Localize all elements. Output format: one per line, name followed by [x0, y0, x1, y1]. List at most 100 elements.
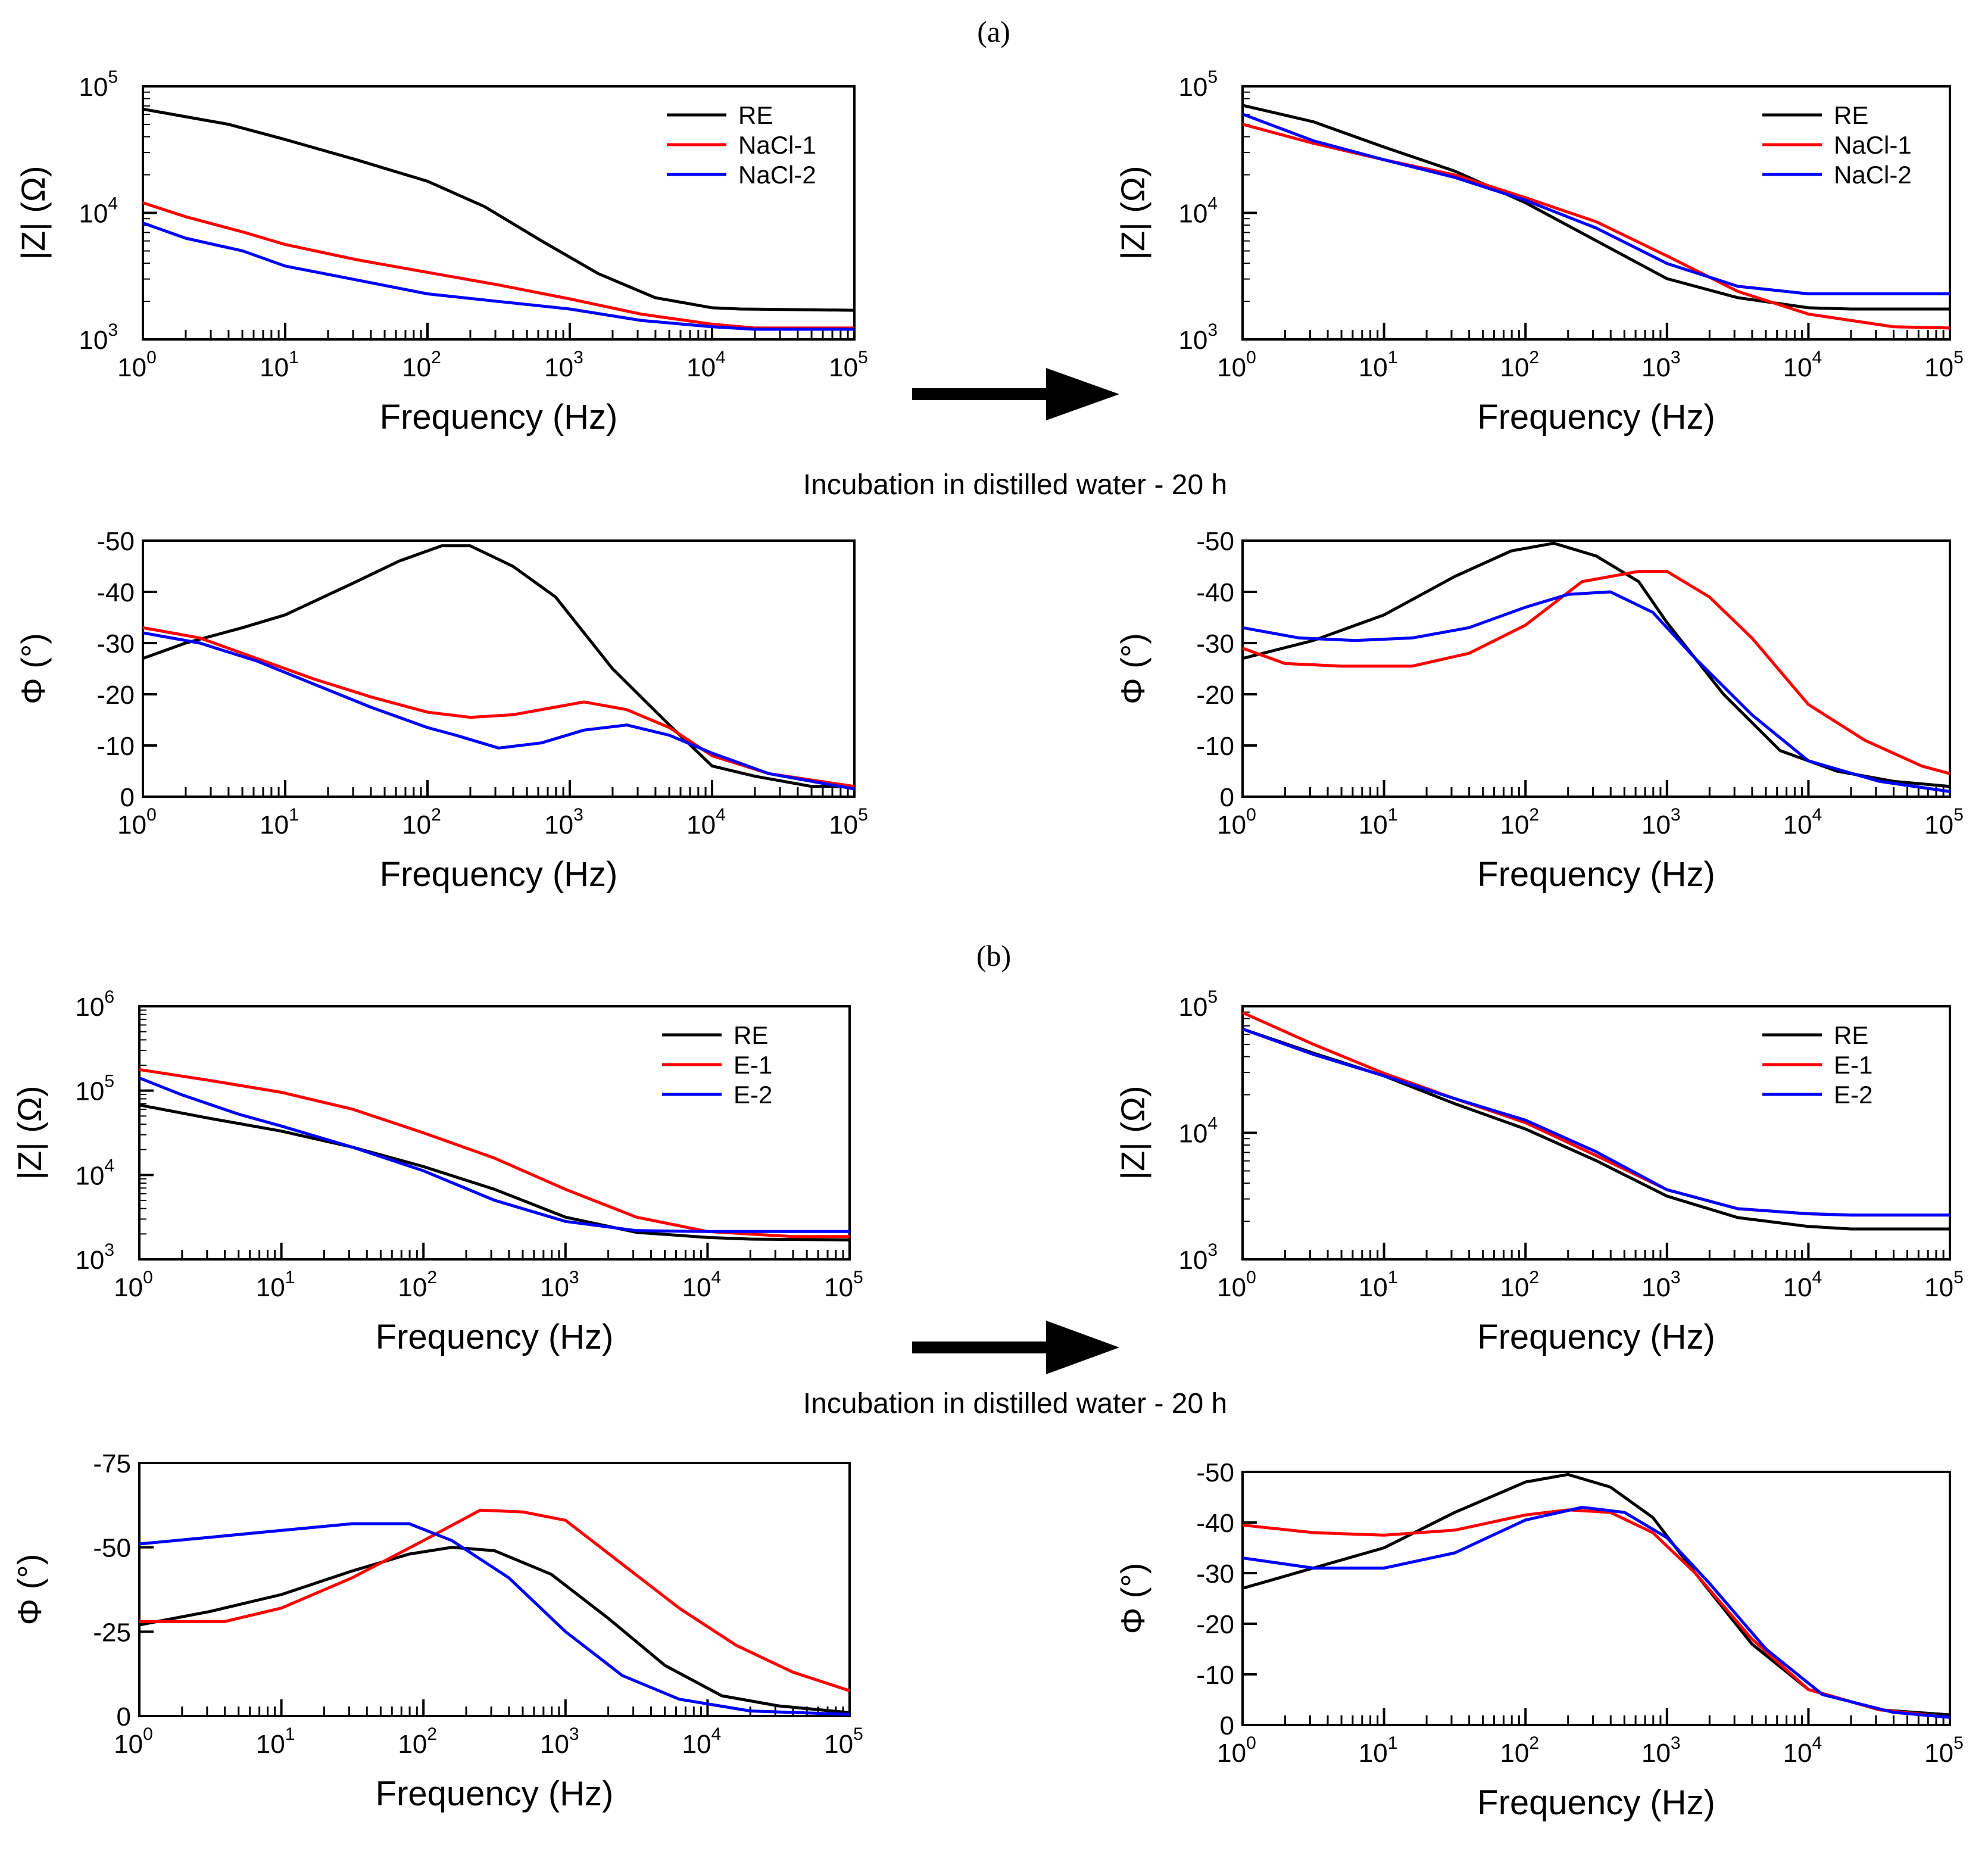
x-tick-label: 103: [544, 348, 583, 382]
series-line-e-1: [139, 1068, 850, 1238]
y-tick-exponent: 5: [108, 67, 118, 87]
x-tick-label: 102: [398, 1724, 437, 1759]
arrow-b-caption: Incubation in distilled water - 20 h: [803, 1388, 1227, 1420]
series-line-nacl-2: [1242, 590, 1950, 793]
x-tick-label: 100: [117, 348, 157, 382]
x-tick-exponent: 2: [431, 348, 441, 367]
x-tick-label: 102: [1500, 1268, 1539, 1302]
y-tick-label: -25: [93, 1618, 131, 1647]
plot-frame: [138, 1005, 851, 1261]
x-tick-exponent: 4: [711, 1268, 722, 1287]
y-tick-label: -40: [1196, 1509, 1234, 1538]
y-tick-exponent: 5: [1207, 67, 1218, 87]
x-tick-label: 102: [398, 1268, 437, 1302]
series-line-e-2: [1242, 1506, 1950, 1719]
y-axis-label: |Z| (Ω): [1114, 1085, 1151, 1180]
x-tick-exponent: 1: [289, 805, 299, 825]
y-axis-label: Φ (°): [1114, 633, 1151, 704]
x-tick-exponent: 3: [573, 805, 583, 825]
y-tick-label: 105: [1178, 987, 1218, 1022]
plot-frame: [1241, 539, 1951, 798]
x-axis-label: Frequency (Hz): [380, 398, 618, 436]
x-tick-exponent: 0: [143, 1268, 153, 1287]
y-tick-exponent: 3: [108, 320, 118, 340]
y-tick-label: -30: [96, 629, 135, 659]
y-tick-exponent: 3: [104, 1240, 114, 1260]
series-line-re: [139, 1546, 850, 1714]
x-tick-exponent: 0: [143, 1724, 153, 1744]
x-axis-label: Frequency (Hz): [376, 1774, 614, 1813]
series-line-re: [142, 544, 854, 788]
y-tick-label: 105: [79, 67, 118, 102]
x-tick-label: 103: [1641, 348, 1681, 382]
y-tick-label: -40: [1196, 578, 1234, 607]
legend-label-e-1: E-1: [1834, 1051, 1872, 1079]
y-tick-label: -50: [1196, 527, 1234, 556]
x-tick-exponent: 5: [1953, 1268, 1964, 1287]
y-tick-label: 0: [120, 783, 135, 812]
y-tick-label: -30: [1196, 1559, 1234, 1589]
y-tick-label: 0: [1220, 783, 1234, 812]
x-tick-exponent: 4: [711, 1724, 722, 1744]
plot-frame: [138, 1462, 851, 1717]
x-tick-exponent: 5: [853, 1724, 863, 1744]
legend-label-e-1: E-1: [734, 1051, 772, 1079]
x-tick-label: 101: [1359, 1733, 1398, 1768]
x-tick-label: 102: [402, 348, 441, 382]
x-tick-exponent: 3: [1671, 805, 1681, 825]
series-line-nacl-2: [142, 221, 854, 331]
y-tick-exponent: 4: [1207, 194, 1218, 214]
x-tick-exponent: 5: [1953, 1733, 1964, 1753]
x-tick-label: 105: [824, 1268, 863, 1302]
x-axis-label: Frequency (Hz): [1477, 1783, 1715, 1822]
y-tick-label: -50: [1196, 1458, 1234, 1487]
x-tick-label: 103: [1641, 1268, 1681, 1302]
series-line-nacl-2: [1242, 113, 1950, 295]
x-tick-label: 102: [1500, 805, 1539, 840]
x-tick-exponent: 0: [146, 805, 157, 825]
series-line-re: [139, 1103, 850, 1241]
y-tick-label: 0: [1220, 1711, 1234, 1740]
x-tick-exponent: 1: [285, 1268, 295, 1287]
x-tick-exponent: 4: [1812, 348, 1822, 367]
x-tick-label: 104: [1783, 1733, 1822, 1768]
legend-label-nacl-2: NaCl-2: [1834, 161, 1912, 189]
x-tick-exponent: 4: [1812, 1268, 1822, 1287]
y-tick-label: -50: [93, 1534, 131, 1563]
legend-label-nacl-1: NaCl-1: [738, 131, 816, 159]
y-axis-label: |Z| (Ω): [14, 166, 52, 260]
x-tick-exponent: 4: [716, 348, 726, 367]
x-tick-exponent: 2: [431, 805, 441, 825]
y-tick-exponent: 5: [104, 1072, 114, 1091]
x-axis-label: Frequency (Hz): [376, 1318, 614, 1356]
x-tick-exponent: 5: [1953, 348, 1964, 367]
y-tick-label: 0: [117, 1702, 131, 1732]
x-tick-exponent: 5: [858, 348, 868, 367]
x-tick-exponent: 5: [858, 805, 868, 825]
arrow-b-head: [1046, 1321, 1119, 1374]
x-tick-label: 100: [1217, 348, 1256, 382]
series-line-e-1: [139, 1508, 850, 1692]
x-tick-label: 105: [1924, 805, 1964, 840]
y-tick-label: -10: [1196, 1661, 1234, 1690]
plot-frame: [1241, 1471, 1951, 1726]
y-axis-label: |Z| (Ω): [1114, 166, 1151, 260]
y-axis-label: Φ (°): [1114, 1563, 1151, 1634]
y-tick-exponent: 4: [104, 1156, 114, 1175]
x-axis-label: Frequency (Hz): [1477, 855, 1715, 894]
y-tick-label: 103: [79, 320, 118, 355]
x-tick-exponent: 0: [1246, 1733, 1256, 1753]
y-axis-label: Φ (°): [14, 633, 52, 704]
x-tick-exponent: 4: [1812, 805, 1822, 825]
x-tick-label: 101: [1359, 1268, 1398, 1302]
arrow-b: [912, 1321, 1119, 1374]
x-tick-exponent: 3: [1671, 1733, 1681, 1753]
legend-label-re: RE: [738, 101, 773, 129]
x-tick-label: 103: [540, 1268, 579, 1302]
x-tick-exponent: 2: [1529, 1733, 1539, 1753]
